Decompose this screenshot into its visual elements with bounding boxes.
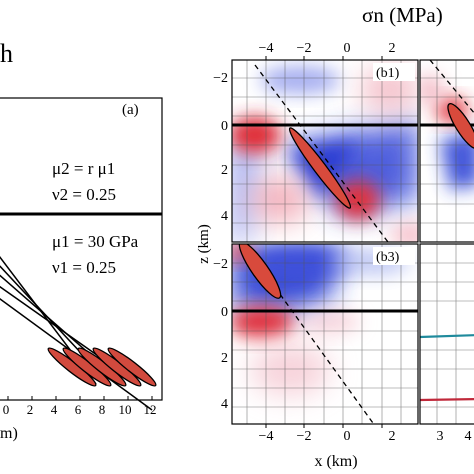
red-ellipse-icon <box>238 244 282 299</box>
fault-trace <box>254 64 389 242</box>
z-tick-b3: 4 <box>221 397 228 412</box>
upper-modulus: μ2 = r μ1 <box>52 159 115 178</box>
z-axis-label: z (km) <box>196 224 212 264</box>
z-tick-b1: −2 <box>213 71 228 86</box>
top-xtick: 2 <box>389 41 396 56</box>
panel-a: (a) μ2 = r μ1 ν2 = 0.25 μ1 = 30 GPa ν1 =… <box>0 97 163 442</box>
panel-a-xtick: 12 <box>144 402 157 417</box>
right-partial-xtick: 3 <box>437 429 444 444</box>
left-title-fragment: h <box>0 39 13 68</box>
z-tick-b1: 2 <box>221 163 228 178</box>
slip-ellipses <box>47 347 157 387</box>
z-tick-b3: −2 <box>213 257 228 272</box>
red-ellipse-icon <box>288 127 352 209</box>
panel-a-xtick: 2 <box>27 402 34 417</box>
right-partial-xtick: 4 <box>465 429 472 444</box>
b1-label-bg <box>373 63 415 81</box>
panel-a-xtick: 6 <box>75 402 82 417</box>
stress-field-b1 <box>232 60 418 242</box>
red-ellipse-icon <box>107 347 157 387</box>
stress-field-b3 <box>232 244 418 424</box>
red-ellipse-icon <box>447 102 474 150</box>
colorbar-title: σn (MPa) <box>362 3 443 27</box>
panel-a-xtick: 8 <box>99 402 106 417</box>
top-xtick: 0 <box>344 41 351 56</box>
panel-a-xtick: 4 <box>51 402 58 417</box>
panel-a-ticks <box>7 396 153 400</box>
bottom-xtick: −4 <box>259 429 274 444</box>
panel-a-xlabel-fragment: m) <box>0 425 18 442</box>
bottom-xtick: 2 <box>389 429 396 444</box>
bottom-x-ticks <box>265 424 383 428</box>
lower-poisson: ν1 = 0.25 <box>52 258 116 277</box>
bottom-xtick: −2 <box>297 429 312 444</box>
lower-modulus: μ1 = 30 GPa <box>52 232 139 251</box>
panel-b3-label: (b3) <box>376 250 400 265</box>
panel-a-label: (a) <box>122 102 139 118</box>
profile-line-teal <box>420 334 474 339</box>
panel-b1: (b1) <box>231 59 419 243</box>
z-tick-b3: 2 <box>221 351 228 366</box>
top-x-ticks <box>265 56 383 60</box>
panel-b1-label: (b1) <box>376 66 400 81</box>
panel-a-xtick: 0 <box>3 402 10 417</box>
z-tick-b1: 4 <box>221 209 228 224</box>
z-tick-b3: 0 <box>221 305 228 320</box>
top-xtick: −2 <box>297 41 312 56</box>
panel-b2 <box>419 59 474 243</box>
panel-a-xtick: 10 <box>119 402 132 417</box>
upper-poisson: ν2 = 0.25 <box>52 185 116 204</box>
bottom-xtick: 0 <box>344 429 351 444</box>
top-xtick: −4 <box>259 41 274 56</box>
profile-line-red <box>420 397 474 402</box>
z-tick-b1: 0 <box>221 119 228 134</box>
x-axis-label: x (km) <box>314 453 357 470</box>
panel-b4 <box>419 243 474 425</box>
panel-b3: (b3) <box>231 243 419 425</box>
